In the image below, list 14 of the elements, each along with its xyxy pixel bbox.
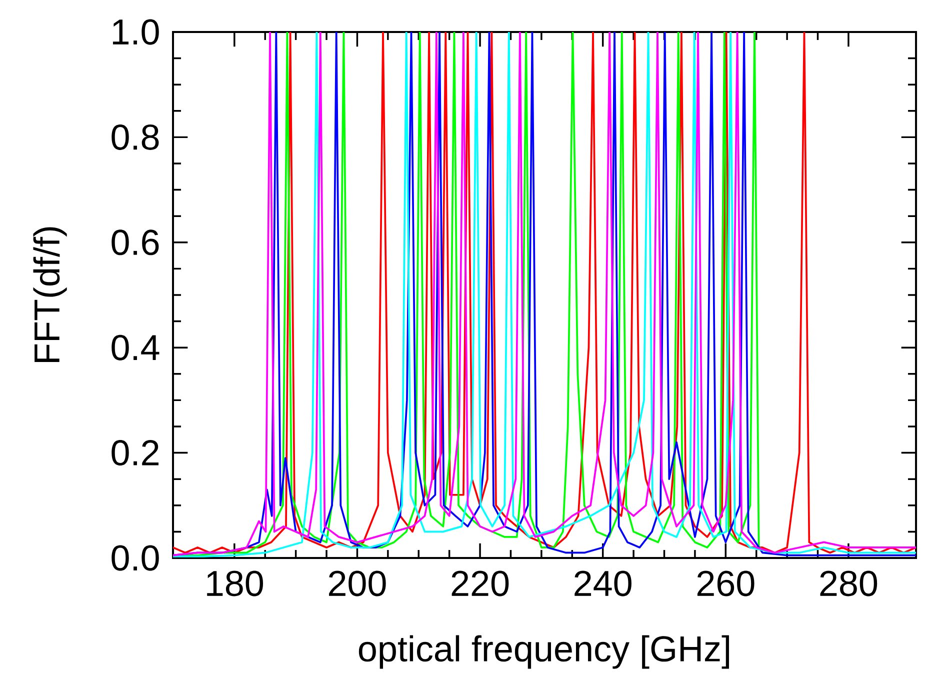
x-tick-label: 220 bbox=[452, 570, 509, 596]
y-tick-label: 0.4 bbox=[112, 334, 160, 360]
y-tick-label: 0.0 bbox=[112, 545, 159, 571]
y-tick-label: 0.6 bbox=[112, 230, 159, 256]
x-tick-label: 180 bbox=[207, 570, 264, 596]
y-tick-label: 0.8 bbox=[112, 124, 159, 150]
y-tick-label: 1.0 bbox=[112, 19, 159, 45]
x-tick-label: 260 bbox=[697, 570, 754, 596]
x-tick-label: 200 bbox=[329, 570, 386, 596]
y-tick-label: 0.2 bbox=[112, 440, 158, 466]
x-axis-title: optical frequency [GHz] bbox=[358, 635, 729, 669]
y-axis-title: FFT(df/f) bbox=[33, 227, 67, 362]
x-tick-label: 240 bbox=[574, 570, 632, 596]
x-tick-label: 280 bbox=[820, 570, 878, 596]
